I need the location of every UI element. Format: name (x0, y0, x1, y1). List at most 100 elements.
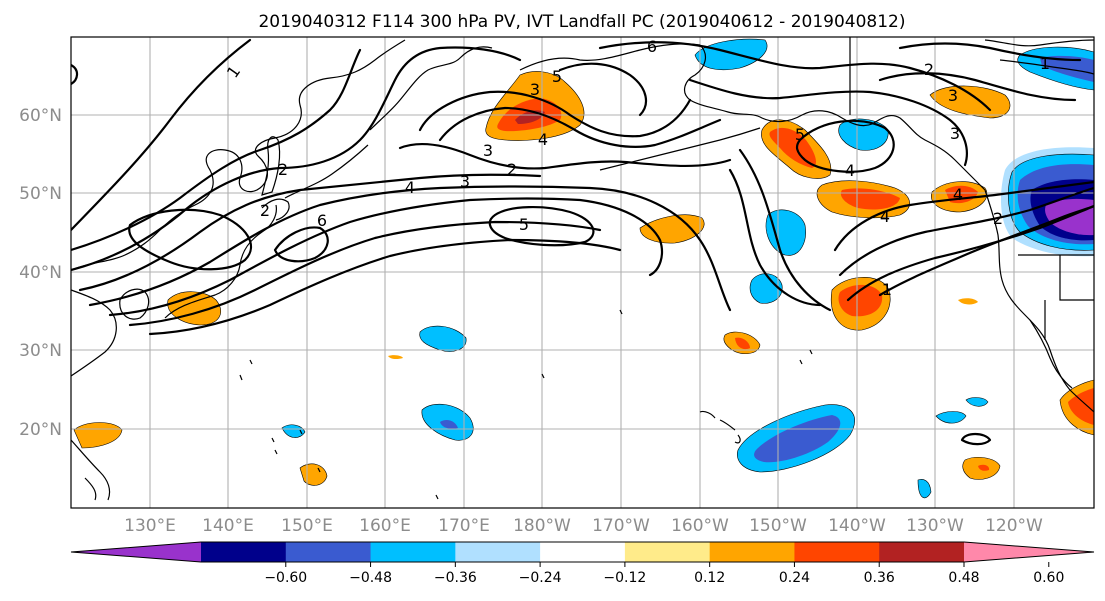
colorbar-tick-label: 0.48 (948, 570, 979, 586)
contour-north (398, 142, 732, 170)
colorbar-tick-label: 0.24 (779, 570, 810, 586)
coast-kurils (284, 144, 369, 199)
contour-east (738, 148, 832, 312)
lon-label: 130°E (124, 516, 176, 536)
coast-china (71, 289, 117, 377)
contour-label: 4 (405, 178, 415, 197)
coast-sakhalin (261, 136, 281, 196)
latitude-labels: 20°N 30°N 40°N 50°N 60°N (19, 106, 62, 440)
anomaly-positive-mexico (1068, 388, 1094, 425)
anomaly-negative-central (765, 209, 806, 256)
contour-label: 3 (460, 172, 470, 191)
colorbar-segment (540, 542, 626, 562)
contour-north2 (688, 78, 968, 167)
anomaly-negative-alaska-north (694, 38, 768, 71)
contour-label: 1 (882, 280, 892, 299)
anomaly-positive-small (735, 337, 750, 350)
coast-hawaii (699, 410, 741, 444)
contour-label: 3 (530, 80, 540, 99)
contour-label: 2 (993, 209, 1003, 228)
pv-contours (71, 38, 1094, 446)
contour-north2 (598, 41, 992, 112)
contour-2 (71, 46, 522, 272)
anomaly-positive-small (388, 355, 403, 360)
contour-label: 4 (953, 185, 963, 204)
contour-label: 4 (845, 161, 855, 180)
contour-inner (128, 208, 252, 271)
anomaly-positive-small (958, 298, 978, 305)
anomaly-negative-small (917, 479, 932, 499)
contour-label: 3 (483, 141, 493, 160)
map-area: 1 2 3 4 5 6 2 3 4 5 3 2 4 5 4 4 3 2 1 2 … (71, 37, 1094, 508)
coast-canada-arctic (984, 39, 1094, 75)
anomaly-negative-central2 (749, 273, 783, 304)
colorbar-tick-label: 0.12 (694, 570, 725, 586)
colorbar-segment (370, 542, 456, 562)
contour-west (71, 63, 79, 86)
colorbar-tick-label: −0.24 (519, 570, 562, 586)
contour-label: 2 (507, 160, 517, 179)
colorbar-segment (624, 542, 711, 562)
colorbar-tick-label: −0.12 (603, 570, 646, 586)
lon-label: 160°W (671, 516, 729, 536)
lat-label: 20°N (19, 420, 62, 440)
contour-1-sw (878, 204, 1094, 297)
lat-label: 30°N (19, 341, 62, 361)
lat-label: 50°N (19, 184, 62, 204)
colorbar-tick-label: −0.60 (264, 570, 307, 586)
contour-3 (78, 173, 542, 292)
contour-label: 2 (924, 60, 934, 79)
lon-label: 160°E (359, 516, 411, 536)
contour-4 (88, 185, 732, 312)
colorbar-tick-label: −0.48 (349, 570, 392, 586)
anomaly-negative-subtropic (440, 420, 458, 429)
coast-baja (1029, 319, 1073, 389)
coast-kamchatka (369, 46, 493, 131)
contour-small (960, 432, 992, 446)
lat-label: 60°N (19, 106, 62, 126)
colorbar-segment (201, 542, 287, 562)
lon-label: 120°W (985, 516, 1043, 536)
colorbar-segment (709, 542, 795, 562)
contour-label: 1 (1040, 54, 1050, 73)
lon-label: 150°E (281, 516, 333, 536)
contour-north2 (898, 42, 1082, 62)
lon-label: 150°W (749, 516, 807, 536)
contour-6 (148, 238, 622, 336)
contour-1 (71, 48, 362, 252)
plot-title: 2019040312 F114 300 hPa PV, IVT Landfall… (258, 12, 905, 32)
contour-inner (273, 226, 329, 263)
contour-label: 3 (950, 124, 960, 143)
contour-north (558, 62, 648, 117)
colorbar-outline (70, 541, 1095, 563)
colorbar-extend-high (964, 542, 1094, 562)
lon-label: 130°W (906, 516, 964, 536)
contour-6 (128, 220, 602, 327)
contour-label: 4 (538, 130, 548, 149)
border-us (1018, 254, 1094, 340)
contour-north (438, 106, 722, 148)
colorbar-tick-label: −0.36 (434, 570, 477, 586)
coast-korea (119, 288, 150, 320)
anomaly-negative-hawaii (754, 415, 841, 463)
lon-label: 170°E (438, 516, 490, 536)
colorbar-tick-label: 0.36 (864, 570, 895, 586)
contour-label: 4 (880, 207, 890, 226)
anomaly-positive-small (978, 464, 990, 471)
graticule (71, 37, 1094, 508)
anomaly-positive-gulf-south (840, 188, 900, 210)
longitude-labels: 130°E 140°E 150°E 160°E 170°E 180°W 170°… (124, 516, 1043, 536)
contour-label: 6 (317, 211, 327, 230)
contour-label: 5 (795, 125, 805, 144)
contour-north2 (878, 72, 1077, 102)
lon-label: 140°E (202, 516, 254, 536)
contour-label: 3 (948, 86, 958, 105)
contour-5 (108, 197, 664, 317)
lon-label: 140°W (828, 516, 886, 536)
anomaly-positive-east-pacific (838, 284, 883, 317)
contour-north (418, 90, 692, 138)
contour-east (838, 186, 1094, 277)
lat-label: 40°N (19, 263, 62, 283)
anomaly-negative-small (281, 424, 306, 438)
